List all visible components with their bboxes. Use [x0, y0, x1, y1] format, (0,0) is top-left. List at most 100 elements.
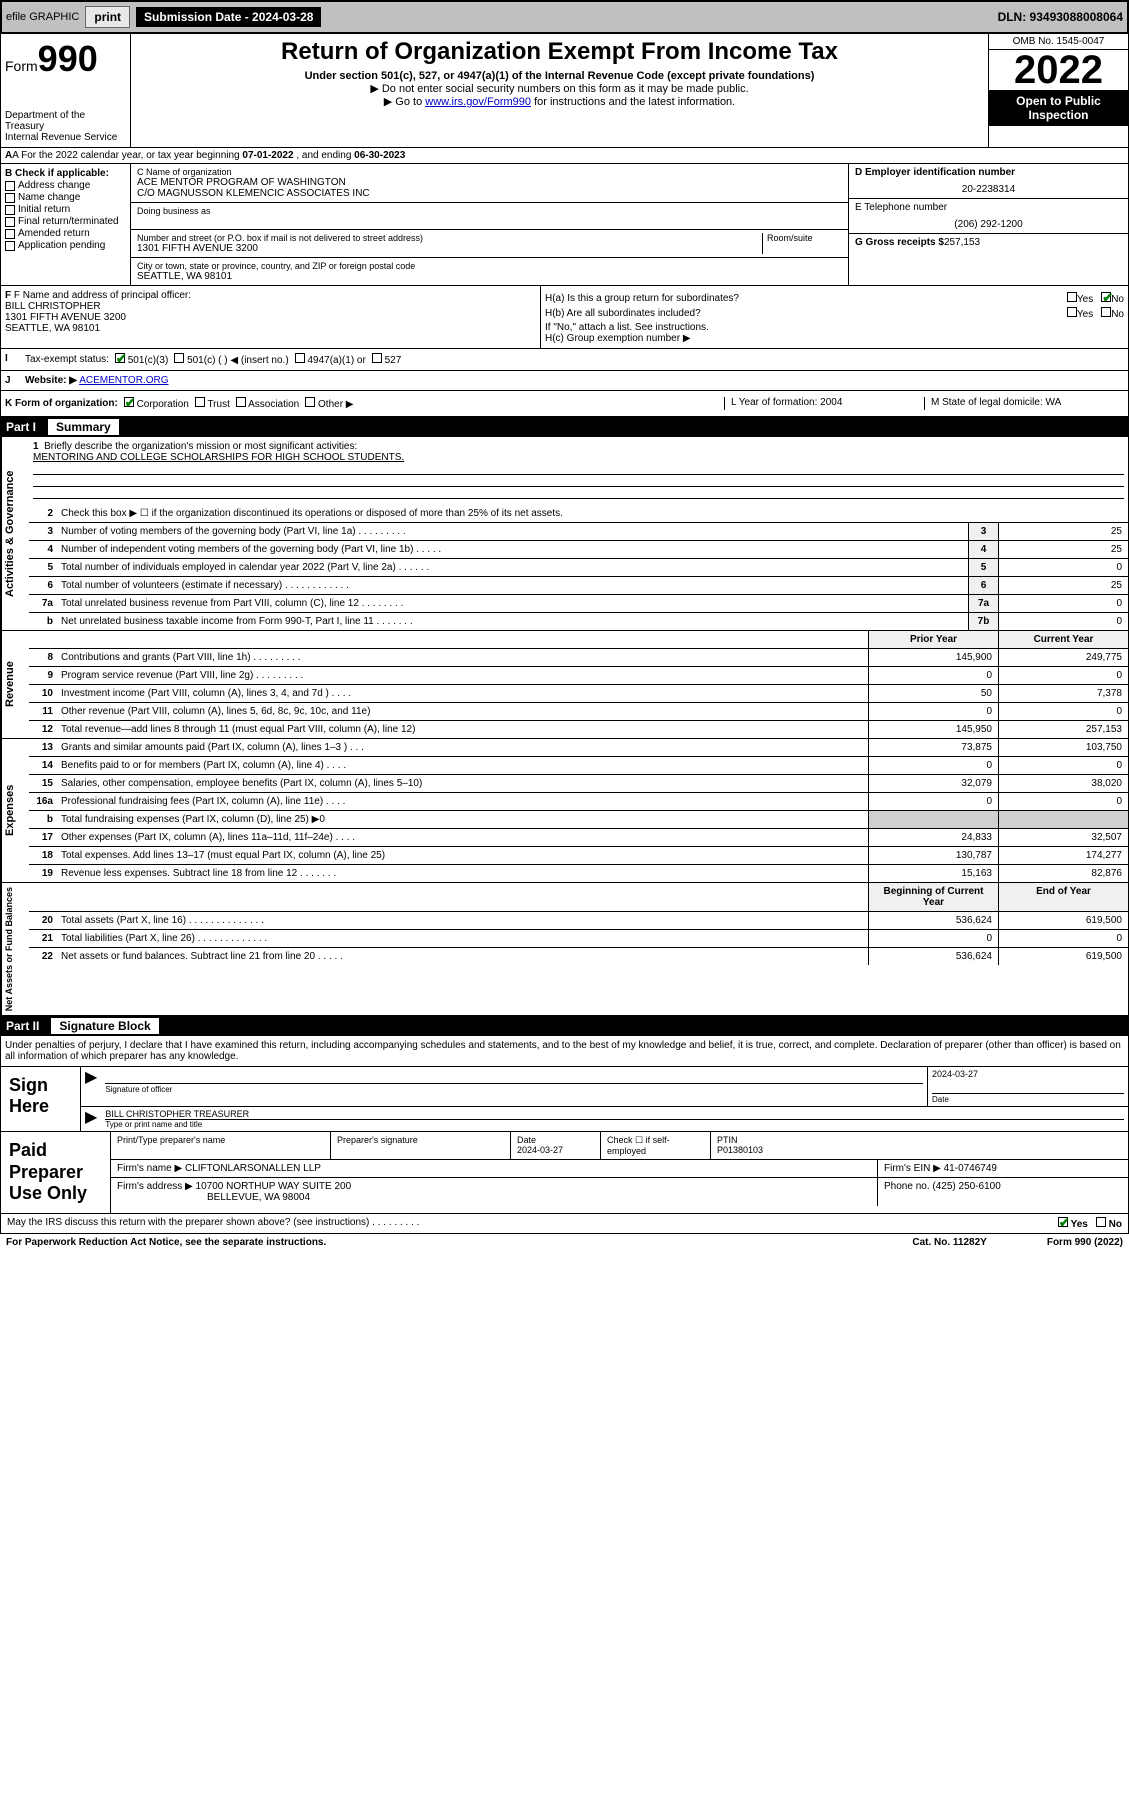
data-row: 8Contributions and grants (Part VIII, li…: [29, 649, 1128, 667]
checkbox-icon[interactable]: [5, 241, 15, 251]
corp-checked: [124, 397, 134, 407]
tel-label: E Telephone number: [855, 202, 1122, 213]
row-i-tax-status: I Tax-exempt status: 501(c)(3) 501(c) ( …: [0, 349, 1129, 371]
officer-print-name: BILL CHRISTOPHER TREASURER: [105, 1109, 1124, 1119]
officer-name: BILL CHRISTOPHER: [5, 301, 536, 312]
data-row: 21Total liabilities (Part X, line 26) . …: [29, 930, 1128, 948]
ha-label: H(a) Is this a group return for subordin…: [545, 293, 1067, 304]
form-ref: Form 990 (2022): [1047, 1237, 1123, 1248]
firm-addr1: 10700 NORTHUP WAY SUITE 200: [196, 1181, 352, 1192]
part1-header: Part I Summary: [0, 417, 1129, 437]
checkbox-icon[interactable]: [5, 181, 15, 191]
form-subtitle-3: ▶ Go to www.irs.gov/Form990 for instruct…: [135, 95, 984, 108]
gross-label: G Gross receipts $: [855, 237, 944, 248]
row-klm: K Form of organization: Corporation Trus…: [0, 391, 1129, 417]
firm-ein: 41-0746749: [944, 1163, 997, 1174]
year-formation: L Year of formation: 2004: [724, 397, 924, 410]
row-a-tax-year: AA For the 2022 calendar year, or tax ye…: [0, 148, 1129, 164]
data-row: 13Grants and similar amounts paid (Part …: [29, 739, 1128, 757]
data-row: 11Other revenue (Part VIII, column (A), …: [29, 703, 1128, 721]
room-label: Room/suite: [767, 233, 842, 243]
ha-no-checked: [1101, 292, 1111, 302]
ein-value: 20-2238314: [855, 184, 1122, 195]
data-row: 19Revenue less expenses. Subtract line 1…: [29, 865, 1128, 882]
form-number: 990: [38, 38, 98, 79]
firm-addr2: BELLEVUE, WA 98004: [207, 1192, 310, 1203]
efile-label: efile GRAPHIC: [6, 11, 79, 23]
gov-row: 4Number of independent voting members of…: [29, 541, 1128, 559]
tel-value: (206) 292-1200: [855, 219, 1122, 230]
paid-preparer-block: Paid Preparer Use Only Print/Type prepar…: [0, 1132, 1129, 1214]
ein-label: D Employer identification number: [855, 167, 1122, 178]
section-revenue: Revenue Prior Year Current Year 8Contrib…: [0, 631, 1129, 739]
ptin-value: P01380103: [717, 1145, 1122, 1155]
pra-notice: For Paperwork Reduction Act Notice, see …: [6, 1237, 852, 1248]
prep-date: 2024-03-27: [517, 1145, 594, 1155]
org-address: 1301 FIFTH AVENUE 3200: [137, 243, 762, 254]
gov-row: 2Check this box ▶ ☐ if the organization …: [29, 505, 1128, 523]
col-d-ein: D Employer identification number 20-2238…: [848, 164, 1128, 285]
arrow-icon: ▶: [81, 1067, 101, 1106]
form-subtitle-2: ▶ Do not enter social security numbers o…: [135, 82, 984, 95]
hb-note: If "No," attach a list. See instructions…: [545, 322, 1124, 333]
data-row: 18Total expenses. Add lines 13–17 (must …: [29, 847, 1128, 865]
col-h-group: H(a) Is this a group return for subordin…: [541, 286, 1128, 348]
irs-discuss-row: May the IRS discuss this return with the…: [0, 1214, 1129, 1234]
data-row: 20Total assets (Part X, line 16) . . . .…: [29, 912, 1128, 930]
data-row: 10Investment income (Part VIII, column (…: [29, 685, 1128, 703]
hc-label: H(c) Group exemption number ▶: [545, 333, 1124, 344]
org-name-label: C Name of organization: [137, 167, 842, 177]
org-co: C/O MAGNUSSON KLEMENCIC ASSOCIATES INC: [137, 188, 842, 199]
col-f-officer: F F Name and address of principal office…: [1, 286, 541, 348]
public-inspection: Open to Public Inspection: [989, 90, 1128, 126]
prep-name-hdr: Print/Type preparer's name: [111, 1132, 331, 1159]
checkbox-icon[interactable]: [5, 217, 15, 227]
checkbox-icon[interactable]: [5, 229, 15, 239]
gov-row: 7aTotal unrelated business revenue from …: [29, 595, 1128, 613]
irs-link[interactable]: www.irs.gov/Form990: [425, 96, 531, 108]
dba-label: Doing business as: [137, 206, 842, 216]
cat-no: Cat. No. 11282Y: [912, 1237, 986, 1248]
mission-block: 1 Briefly describe the organization's mi…: [29, 437, 1128, 505]
submission-date: Submission Date - 2024-03-28: [136, 7, 321, 27]
org-city: SEATTLE, WA 98101: [137, 271, 842, 282]
gov-row: 6Total number of volunteers (estimate if…: [29, 577, 1128, 595]
tab-revenue: Revenue: [1, 631, 29, 738]
section-governance: Activities & Governance 1 Briefly descri…: [0, 437, 1129, 631]
row-j-website: J Website: ▶ ACEMENTOR.ORG: [0, 371, 1129, 391]
col-b-label: B Check if applicable:: [5, 168, 126, 179]
col-c-org-info: C Name of organization ACE MENTOR PROGRA…: [131, 164, 848, 285]
mission-text: MENTORING AND COLLEGE SCHOLARSHIPS FOR H…: [33, 452, 404, 463]
data-row: 12Total revenue—add lines 8 through 11 (…: [29, 721, 1128, 738]
data-row: 16aProfessional fundraising fees (Part I…: [29, 793, 1128, 811]
form-header: Form990 Department of the Treasury Inter…: [0, 34, 1129, 148]
hb-label: H(b) Are all subordinates included?: [545, 308, 1067, 319]
checkbox-icon[interactable]: [5, 205, 15, 215]
discuss-yes-checked: [1058, 1217, 1068, 1227]
firm-phone: (425) 250-6100: [932, 1181, 1000, 1192]
form-title: Return of Organization Exempt From Incom…: [135, 38, 984, 66]
dept-label: Department of the Treasury Internal Reve…: [5, 110, 126, 143]
checkbox-line: Name change: [5, 192, 126, 203]
checkbox-line: Amended return: [5, 228, 126, 239]
sig-officer-label: Signature of officer: [105, 1083, 923, 1094]
net-header-row: Beginning of Current Year End of Year: [29, 883, 1128, 912]
block-fh: F F Name and address of principal office…: [0, 286, 1129, 349]
tab-expenses: Expenses: [1, 739, 29, 882]
sig-intro: Under penalties of perjury, I declare th…: [0, 1036, 1129, 1067]
checkbox-icon[interactable]: [5, 193, 15, 203]
org-name: ACE MENTOR PROGRAM OF WASHINGTON: [137, 177, 842, 188]
dln-label: DLN: 93493088008064: [998, 10, 1123, 24]
form-year-box: OMB No. 1545-0047 2022 Open to Public In…: [988, 34, 1128, 147]
sig-date: 2024-03-27: [932, 1069, 1124, 1079]
website-link[interactable]: ACEMENTOR.ORG: [79, 375, 168, 386]
checkbox-line: Final return/terminated: [5, 216, 126, 227]
tax-year: 2022: [989, 50, 1128, 90]
checkbox-line: Application pending: [5, 240, 126, 251]
print-button[interactable]: print: [85, 6, 130, 28]
officer-addr1: 1301 FIFTH AVENUE 3200: [5, 312, 536, 323]
form-title-box: Return of Organization Exempt From Incom…: [131, 34, 988, 147]
data-row: 22Net assets or fund balances. Subtract …: [29, 948, 1128, 965]
tab-net-assets: Net Assets or Fund Balances: [1, 883, 29, 1015]
data-row: 9Program service revenue (Part VIII, lin…: [29, 667, 1128, 685]
